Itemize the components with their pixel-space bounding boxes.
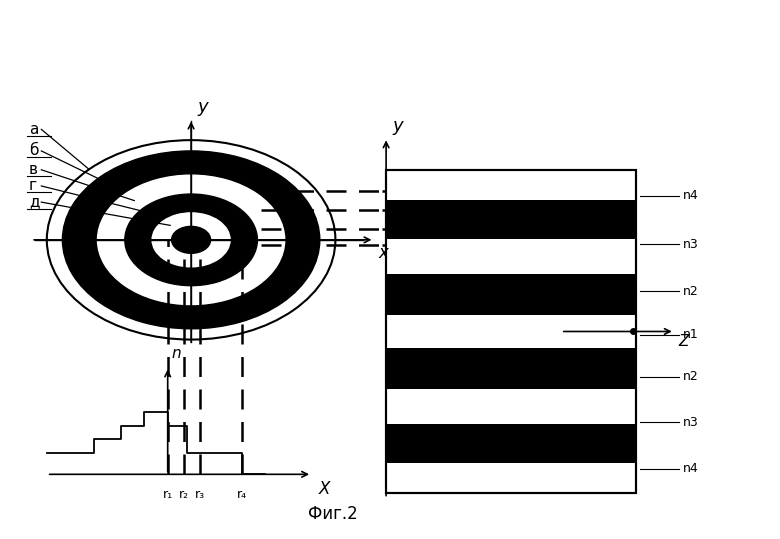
Bar [386, 274, 636, 312]
Bar [386, 170, 636, 493]
Text: n1: n1 [682, 328, 698, 341]
Text: Z: Z [679, 334, 689, 349]
Text: r₄: r₄ [237, 488, 246, 501]
Bar [386, 349, 636, 386]
Text: д: д [29, 195, 39, 210]
Bar [386, 199, 636, 237]
Text: n4: n4 [682, 462, 698, 475]
Bar [386, 426, 636, 463]
Text: б: б [29, 143, 38, 158]
Bar [386, 425, 636, 461]
Text: r₃: r₃ [195, 488, 204, 501]
Text: n3: n3 [682, 416, 698, 429]
Text: n4: n4 [682, 189, 698, 202]
Circle shape [172, 226, 211, 253]
Text: r₂: r₂ [179, 488, 189, 501]
Text: X: X [318, 480, 330, 497]
Text: n3: n3 [682, 238, 698, 251]
Text: Фиг.2: Фиг.2 [308, 505, 358, 523]
Text: y: y [197, 98, 208, 116]
Bar [386, 201, 636, 238]
Text: r₁: r₁ [163, 488, 172, 501]
Text: n2: n2 [682, 285, 698, 298]
Text: y: y [392, 117, 403, 135]
Bar [386, 170, 636, 493]
Text: г: г [29, 178, 37, 194]
Text: n2: n2 [682, 370, 698, 383]
Text: x: x [378, 244, 388, 262]
Text: в: в [29, 162, 38, 177]
Bar [386, 352, 636, 389]
Text: n: n [172, 346, 181, 361]
Bar [386, 278, 636, 315]
Text: а: а [29, 122, 38, 137]
